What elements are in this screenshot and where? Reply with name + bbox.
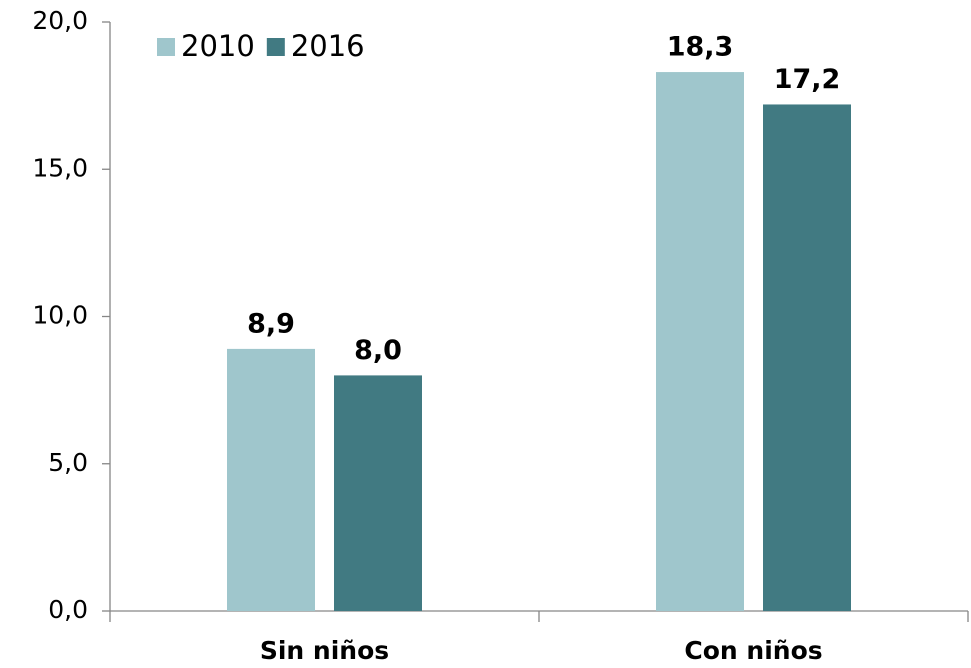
value-label: 8,0 [354, 335, 402, 366]
legend-swatch [266, 38, 285, 56]
x-tick-label: Sin niños [260, 636, 389, 665]
y-tick-label: 10,0 [32, 301, 88, 330]
bar [656, 72, 744, 611]
bar [227, 348, 315, 611]
legend-swatch [157, 38, 175, 56]
bar [763, 104, 851, 612]
legend-label: 2010 [181, 29, 255, 63]
y-tick-label: 20,0 [32, 6, 88, 35]
legend-label: 2016 [291, 29, 365, 63]
value-label: 17,2 [774, 64, 841, 95]
bar [334, 375, 422, 611]
y-tick-label: 0,0 [48, 595, 88, 624]
value-label: 8,9 [247, 308, 295, 339]
y-tick-label: 15,0 [32, 153, 88, 182]
value-label: 18,3 [667, 32, 734, 63]
x-tick-label: Con niños [684, 636, 822, 665]
y-tick-label: 5,0 [48, 448, 88, 477]
